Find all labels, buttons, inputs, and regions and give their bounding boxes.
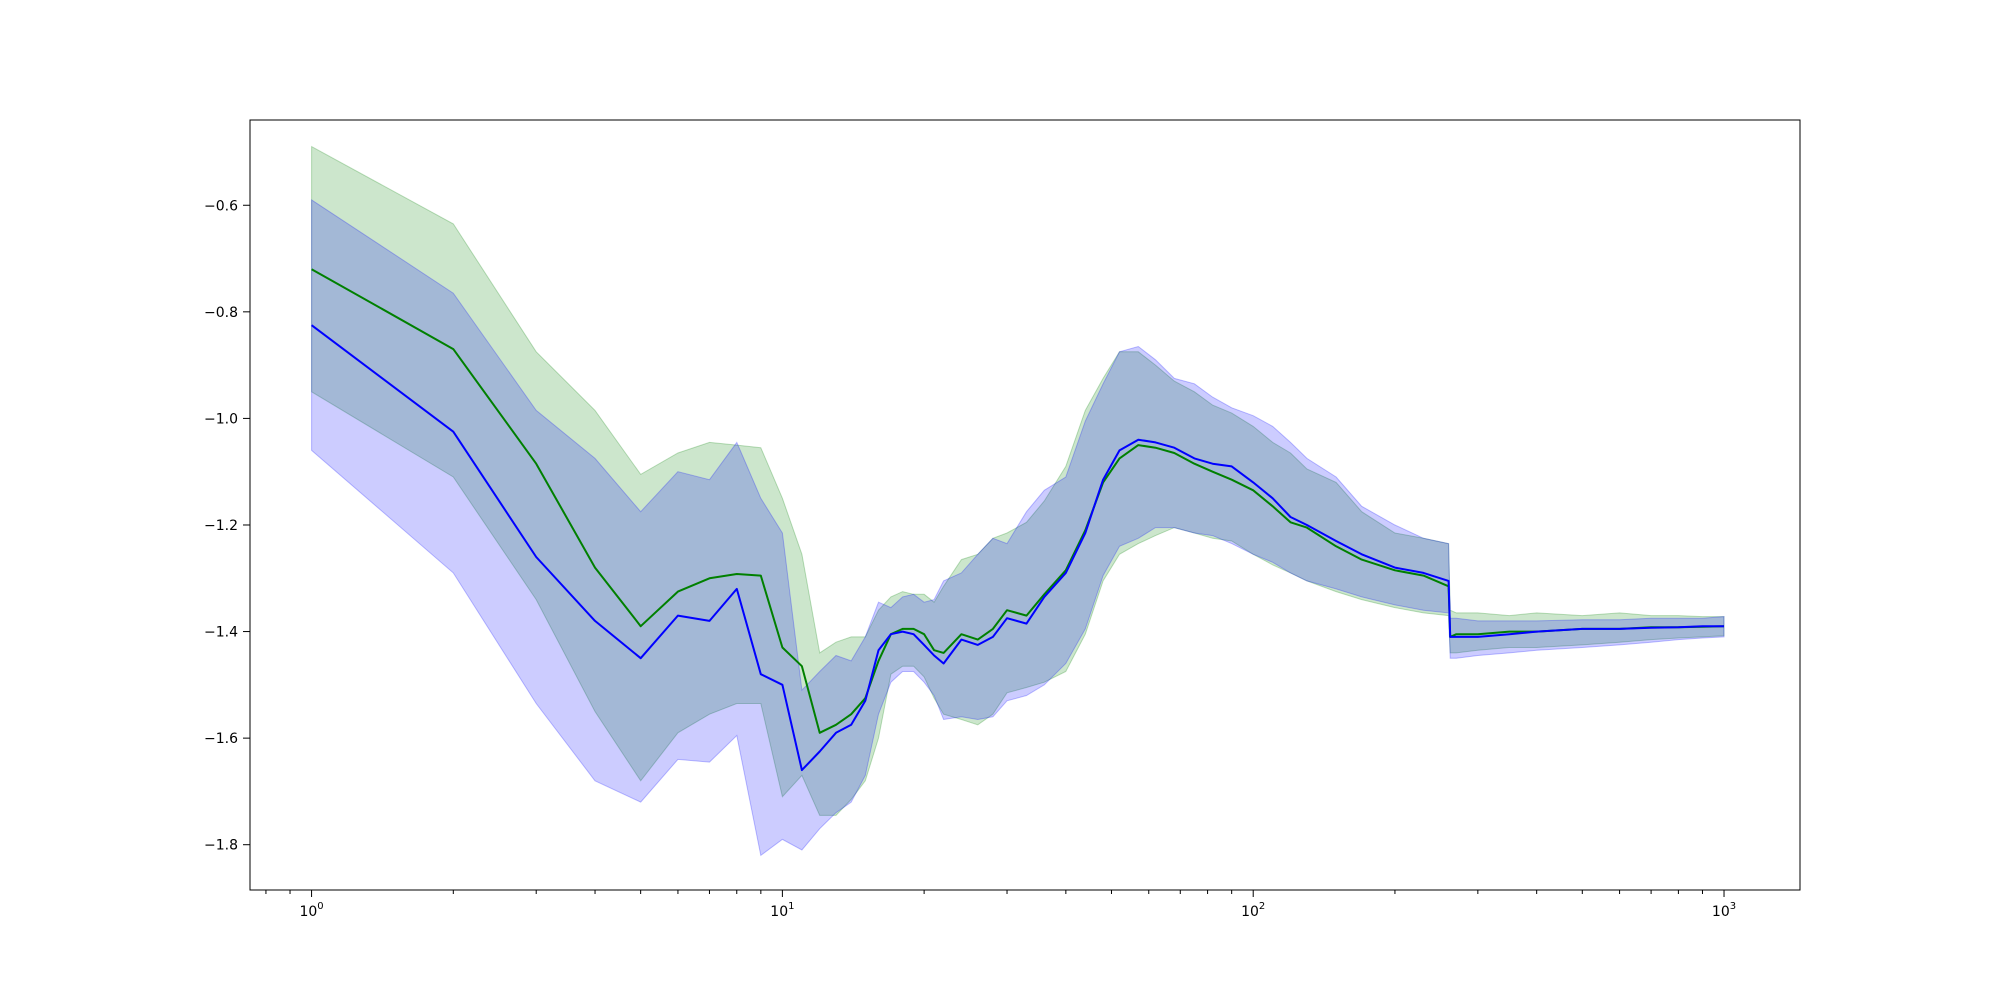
y-tick-label: −1.8 [204,838,238,854]
confidence-bands [311,145,1725,857]
series-lines [310,268,1725,772]
plot-frame [249,119,1801,891]
series-1-line [310,324,1724,772]
x-tick-label: 102 [1241,901,1265,920]
y-tick-label: −1.6 [204,731,238,747]
series-0-line [311,268,1725,734]
x-axis-ticks: 100 101 102 103 [265,890,1736,920]
y-tick-label: −1.2 [204,518,238,534]
y-tick-label: −0.8 [204,305,238,321]
y-tick-label: −0.6 [204,198,238,214]
y-axis-ticks: −0.6 −0.8 −1.0 −1.2 −1.4 −1.6 −1.8 [204,198,250,854]
x-tick-label: 103 [1712,901,1736,920]
x-tick-label: 101 [770,901,794,920]
y-tick-label: −1.0 [204,411,238,427]
series-0-band [311,145,1725,816]
x-tick-label: 100 [299,901,323,920]
y-tick-label: −1.4 [204,625,238,641]
series-1-band [311,198,1725,857]
